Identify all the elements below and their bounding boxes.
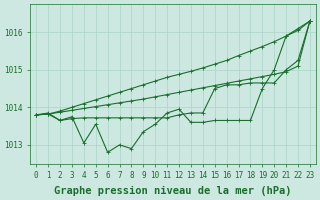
X-axis label: Graphe pression niveau de la mer (hPa): Graphe pression niveau de la mer (hPa) bbox=[54, 186, 292, 196]
